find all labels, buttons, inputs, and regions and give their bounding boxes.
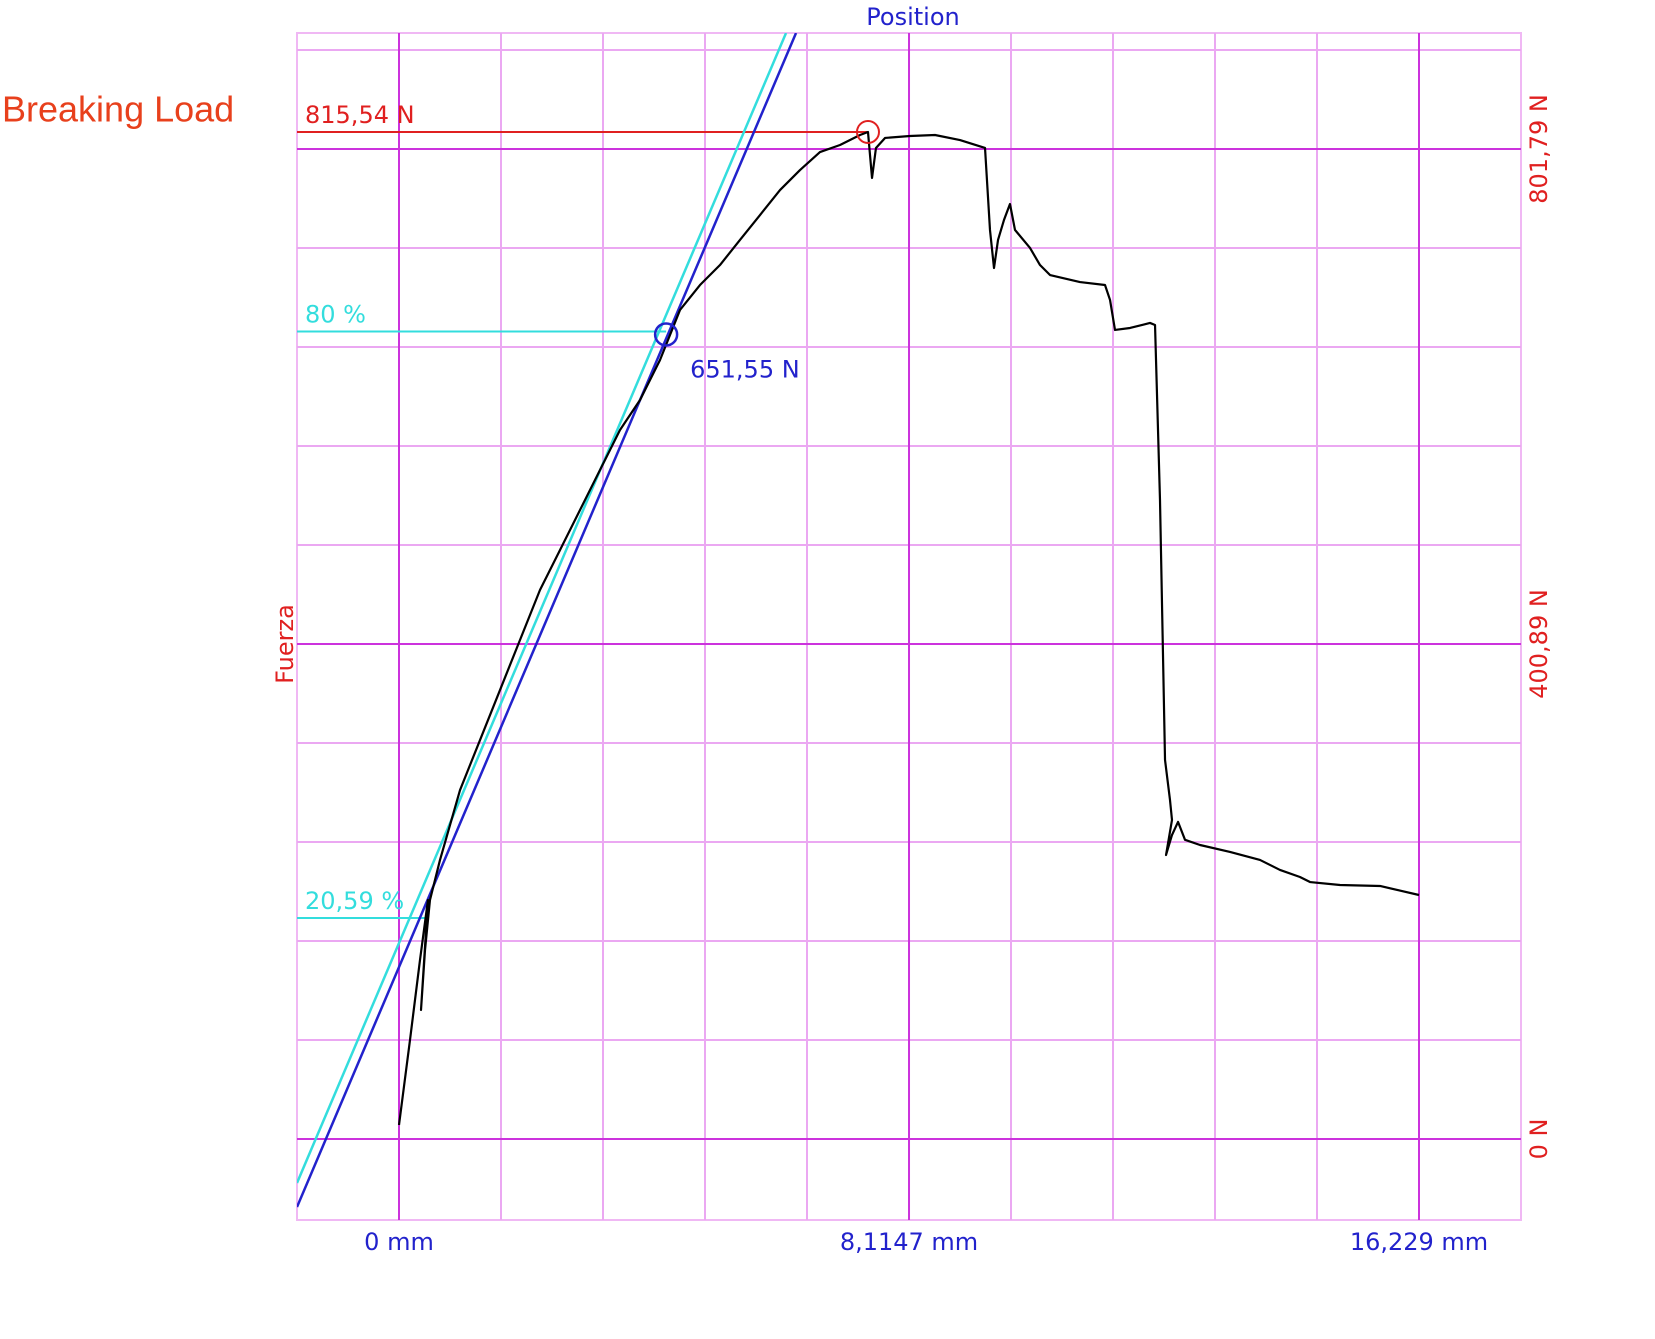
fit-line [297,33,798,1208]
level-label: 20,59 % [305,887,404,915]
x-tick-label: 16,229 mm [1350,1228,1488,1256]
data-line [397,130,1420,1126]
level-label: 80 % [305,300,366,328]
breaking-load-label: 815,54 N [305,101,415,129]
x-tick-label: 8,1147 mm [840,1228,978,1256]
y-tick-label: 0 N [1525,1119,1553,1160]
fit-line [297,33,788,1184]
point-label: 651,55 N [690,355,800,383]
point-marker [653,322,679,347]
x-tick-label: 0 mm [364,1228,434,1256]
chart-title: Position [866,3,959,31]
annotation-title: Breaking Load [2,89,234,130]
y-tick-label: 400,89 N [1525,589,1553,699]
y-tick-label: 801,79 N [1525,94,1553,204]
breaking-load-marker [855,119,880,144]
y-axis-label: Fuerza [271,604,299,684]
